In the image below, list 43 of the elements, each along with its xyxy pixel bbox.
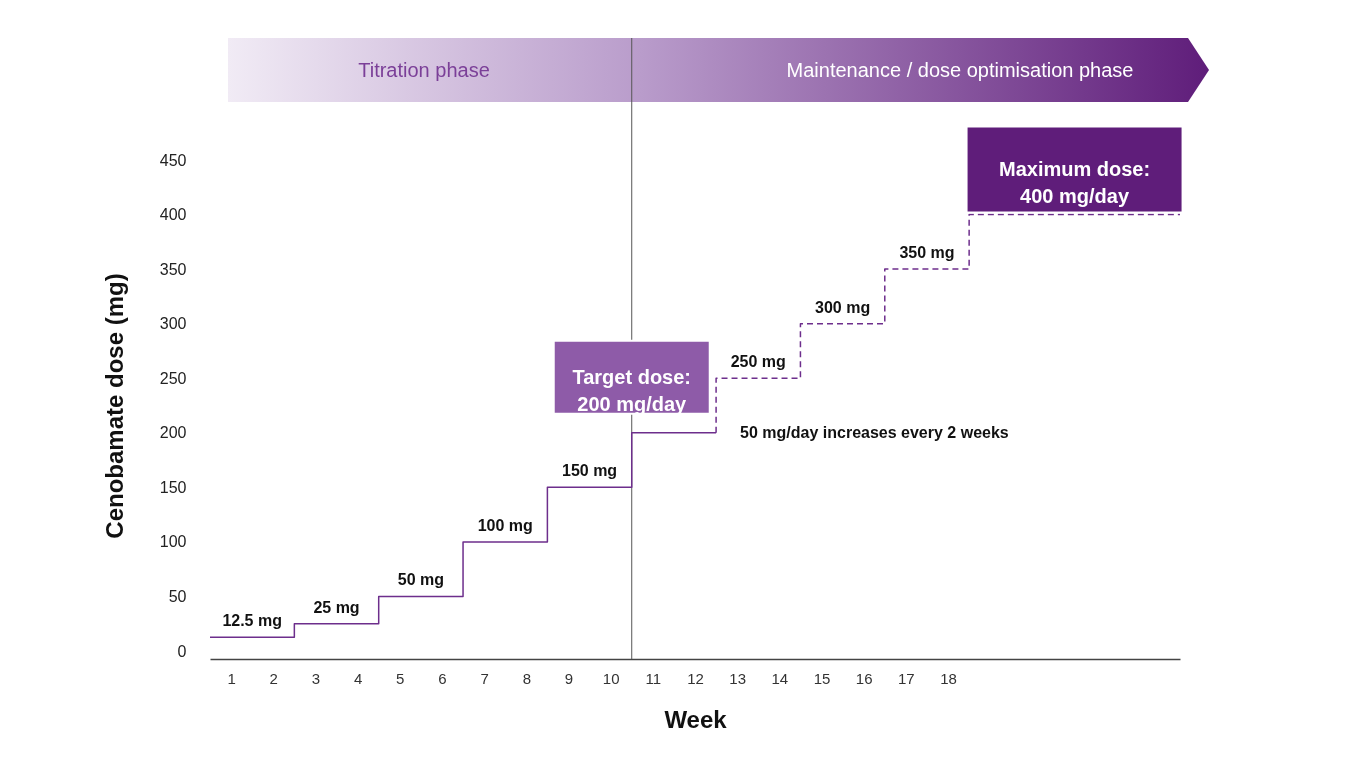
annotation: Target dose: 200 mg/day xyxy=(572,365,692,415)
data-label: 100 mg xyxy=(477,516,533,534)
y-axis-title: Cenobamate dose (mg) xyxy=(100,273,128,539)
data-label: 50 mg xyxy=(397,571,444,589)
text: Titration phase xyxy=(358,59,490,81)
annotation: Maximum dose: 400 mg/day xyxy=(998,157,1151,207)
y-tick-label: 400 xyxy=(159,206,187,224)
x-tick-label: 4 xyxy=(353,669,363,687)
x-tick-label: 16 xyxy=(855,669,873,687)
y-tick-label: 50 xyxy=(168,587,187,605)
y-tick-label: 300 xyxy=(159,315,187,333)
y-tick-label: 100 xyxy=(159,533,187,551)
data-label: 350 mg xyxy=(899,244,955,262)
y-tick-label: 0 xyxy=(177,642,187,660)
y-tick-label: 200 xyxy=(159,424,187,442)
y-tick-label: 350 xyxy=(159,260,187,278)
x-tick-label: 8 xyxy=(522,669,531,687)
y-tick-label: 250 xyxy=(159,369,187,387)
x-tick-label: 7 xyxy=(480,669,489,687)
x-tick-label: 18 xyxy=(940,669,957,687)
x-tick-label: 1 xyxy=(227,669,236,687)
x-tick-label: 9 xyxy=(564,669,574,687)
data-label: 250 mg xyxy=(730,353,786,371)
x-tick-label: 11 xyxy=(645,669,662,687)
x-tick-label: 2 xyxy=(269,669,278,687)
x-tick-label: 5 xyxy=(396,669,405,687)
x-tick-label: 13 xyxy=(729,669,747,687)
y-tick-label: 150 xyxy=(159,478,187,496)
data-label: 12.5 mg xyxy=(222,612,282,630)
x-axis-title: Week xyxy=(664,705,728,733)
x-tick-label: 3 xyxy=(311,669,321,687)
text: Maintenance / dose optimisation phase xyxy=(786,59,1134,81)
x-tick-label: 15 xyxy=(813,669,831,687)
x-tick-label: 10 xyxy=(602,669,620,687)
x-tick-label: 17 xyxy=(898,669,915,687)
data-label: 25 mg xyxy=(313,598,360,616)
data-label: 300 mg xyxy=(815,298,871,316)
x-tick-label: 14 xyxy=(771,669,789,687)
x-tick-label: 12 xyxy=(687,669,704,687)
x-tick-label: 6 xyxy=(438,669,447,687)
y-tick-label: 450 xyxy=(159,151,187,169)
annotation: 50 mg/day increases every 2 weeks xyxy=(740,423,1009,441)
data-label: 150 mg xyxy=(561,462,618,480)
